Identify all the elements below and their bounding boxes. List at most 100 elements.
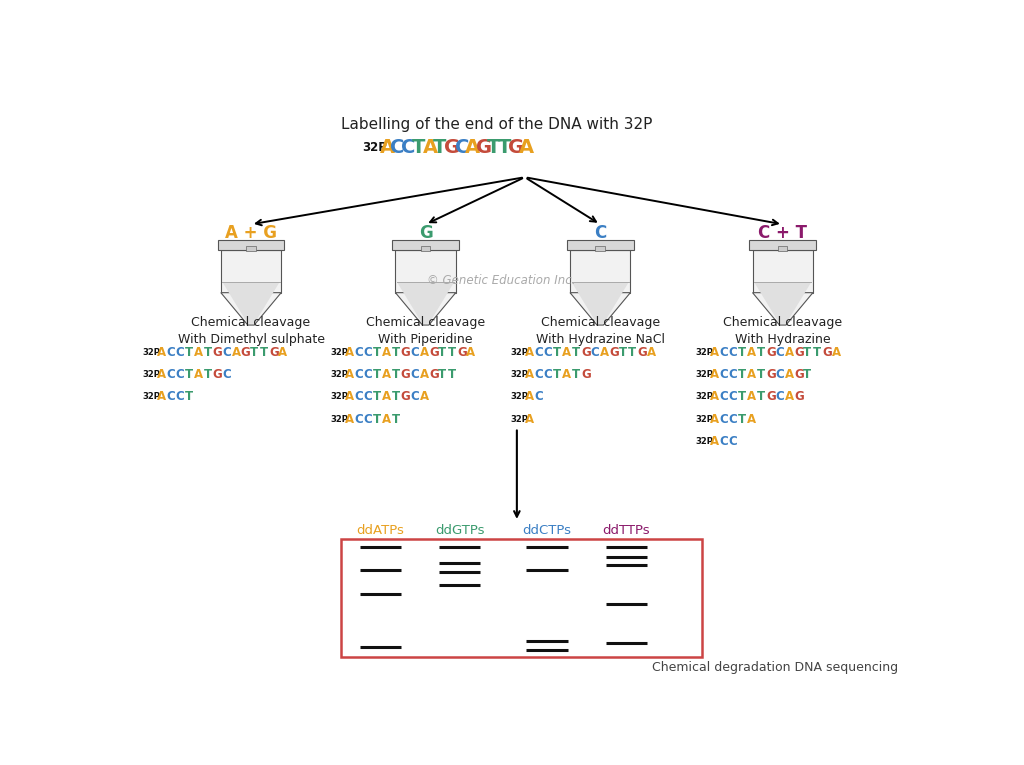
Text: C: C [719,413,728,426]
Text: T: T [804,346,811,359]
Text: A: A [466,346,475,359]
Text: 32P: 32P [331,347,348,356]
Text: G: G [429,368,438,381]
Bar [395,250,456,293]
Text: T: T [250,346,258,359]
Text: A: A [157,346,166,359]
Text: A: A [420,346,429,359]
Text: T: T [628,346,636,359]
Text: ddATPs: ddATPs [356,524,404,537]
Polygon shape [754,282,811,324]
Text: T: T [571,346,580,359]
Text: C: C [719,435,728,448]
Bar [778,246,787,252]
Bar [595,246,605,252]
Text: C: C [175,368,184,381]
Text: A: A [562,368,571,381]
Text: T: T [447,368,456,381]
Text: 32P: 32P [331,392,348,402]
Text: C: C [728,368,737,381]
Text: C: C [354,390,362,403]
Text: ddGTPs: ddGTPs [435,524,484,537]
Text: 32P: 32P [511,415,528,424]
Text: A: A [157,390,166,403]
Text: A: A [748,413,757,426]
Text: C: C [591,346,599,359]
Bar [221,250,282,293]
Text: A: A [524,368,534,381]
Text: 32P: 32P [695,392,714,402]
Text: C: C [166,390,175,403]
Text: A: A [345,368,353,381]
Text: T: T [204,368,212,381]
Text: A: A [423,138,437,158]
Text: C: C [166,346,175,359]
Text: 32P: 32P [511,370,528,379]
Polygon shape [397,282,455,324]
Text: T: T [184,368,193,381]
Text: G: G [400,390,411,403]
Text: T: T [391,368,399,381]
Text: C: C [594,224,606,243]
Text: G: G [400,368,411,381]
Text: T: T [813,346,821,359]
Text: Chemical cleavage
With Dimethyl sulphate: Chemical cleavage With Dimethyl sulphate [177,316,325,346]
Text: T: T [184,390,193,403]
Bar [753,250,813,293]
Text: C: C [728,346,737,359]
Text: T: T [373,390,381,403]
Text: G: G [766,390,775,403]
Text: 32P: 32P [331,370,348,379]
Polygon shape [395,293,456,325]
Text: T: T [373,346,381,359]
Text: G: G [419,224,432,243]
Text: C: C [175,346,184,359]
Text: T: T [438,368,446,381]
Text: T: T [804,368,811,381]
Text: A: A [710,435,719,448]
Polygon shape [571,282,629,324]
Text: C: C [390,138,404,158]
Text: Chemical cleavage
With Piperidine: Chemical cleavage With Piperidine [366,316,485,346]
Text: A: A [380,138,394,158]
Text: C: C [719,390,728,403]
Text: T: T [738,368,745,381]
Text: A: A [465,138,480,158]
Text: A: A [710,390,719,403]
Text: A: A [157,368,166,381]
Polygon shape [570,293,631,325]
Polygon shape [221,293,282,325]
Text: C: C [354,368,362,381]
Text: G: G [241,346,251,359]
Text: © Genetic Education Inc.: © Genetic Education Inc. [427,274,575,287]
Text: G: G [213,346,222,359]
Text: C: C [411,368,419,381]
Text: T: T [571,368,580,381]
Text: A: A [784,368,794,381]
Text: A: A [279,346,288,359]
Text: G: G [476,138,493,158]
Text: A: A [382,368,391,381]
Text: C: C [728,413,737,426]
Text: T: T [618,346,627,359]
Text: G: G [429,346,438,359]
Text: T: T [553,368,561,381]
Text: C: C [775,368,784,381]
Text: T: T [438,346,446,359]
Text: T: T [373,368,381,381]
Text: 32P: 32P [331,415,348,424]
Polygon shape [753,293,813,325]
Text: C: C [535,368,543,381]
Text: ddTTPs: ddTTPs [602,524,650,537]
Text: G: G [581,346,591,359]
Text: G: G [794,390,804,403]
Text: 32P: 32P [695,370,714,379]
Text: G: G [581,368,591,381]
Text: A: A [784,346,794,359]
Text: A + G: A + G [225,224,278,243]
Bar [246,246,256,252]
Text: A: A [831,346,841,359]
Text: A: A [194,368,203,381]
Text: 32P: 32P [362,142,387,155]
Text: A: A [231,346,241,359]
